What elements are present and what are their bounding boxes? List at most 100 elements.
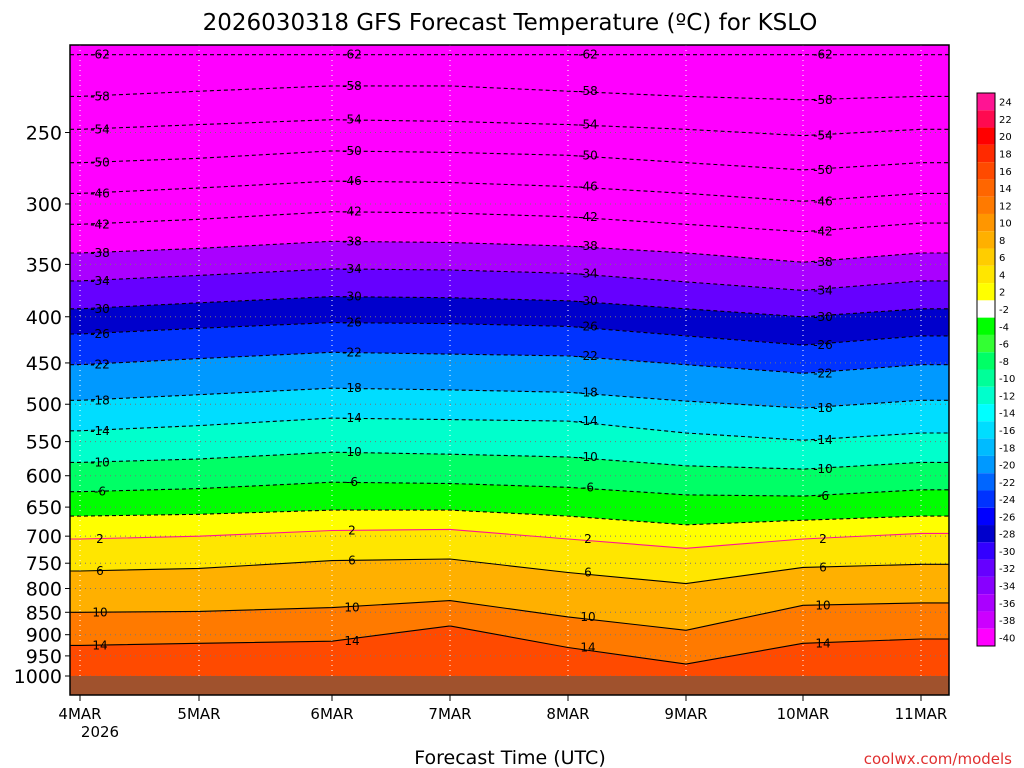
isotherm-label: 2 xyxy=(819,532,827,546)
x-tick-label: 7MAR xyxy=(428,705,471,723)
isotherm-label: -46 xyxy=(578,180,598,194)
isotherm-line xyxy=(70,85,949,101)
colorbar-label: -24 xyxy=(999,495,1015,506)
isotherm-line xyxy=(70,558,949,585)
y-tick-label: 950 xyxy=(26,646,62,668)
x-tick-label: 4MAR xyxy=(58,705,101,723)
temperature-band xyxy=(70,296,949,346)
isotherm-label: -58 xyxy=(813,93,833,107)
colorbar-swatch xyxy=(977,386,995,405)
isotherm-line xyxy=(70,481,949,497)
isotherm-label: 10 xyxy=(815,598,830,612)
isotherm-label: -34 xyxy=(813,283,833,297)
isotherm-label: -50 xyxy=(90,156,110,170)
isotherm-label: -18 xyxy=(813,401,833,415)
colorbar-label: -20 xyxy=(999,461,1015,472)
x-tick-label: 8MAR xyxy=(546,705,589,723)
temperature-band xyxy=(70,119,949,170)
colorbar-label: 8 xyxy=(999,236,1005,247)
colorbar-swatch xyxy=(977,110,995,128)
colorbar-swatch xyxy=(977,248,995,266)
colorbar-swatch xyxy=(977,421,995,439)
isotherm-label: -22 xyxy=(342,345,362,359)
colorbar-label: 12 xyxy=(999,201,1012,212)
colorbar-swatch xyxy=(977,283,995,301)
isotherm-label: -34 xyxy=(578,266,598,280)
chart-title: 2026030318 GFS Forecast Temperature (ºC)… xyxy=(203,10,818,36)
isotherm-label: -30 xyxy=(578,294,598,308)
colorbar-swatch xyxy=(977,559,995,577)
temperature-band xyxy=(70,510,949,549)
colorbar-swatch xyxy=(977,179,995,197)
isotherm-label: -54 xyxy=(813,129,833,143)
isotherm-label: -58 xyxy=(342,79,362,93)
temperature-band xyxy=(70,482,949,525)
isotherm-label: -18 xyxy=(578,385,598,399)
y-tick-label: 400 xyxy=(26,307,62,329)
isotherm-label: -62 xyxy=(578,48,598,62)
isotherm-label: -62 xyxy=(90,48,110,62)
temperature-band xyxy=(70,85,949,136)
colorbar-swatch xyxy=(977,507,995,526)
colorbar-label: -18 xyxy=(999,443,1015,454)
isotherm-label: -22 xyxy=(578,349,598,363)
isotherm-label: 6 xyxy=(584,566,592,580)
y-tick-label: 350 xyxy=(26,254,62,276)
isotherm-label: -50 xyxy=(342,144,362,158)
temperature-band xyxy=(70,418,949,470)
colorbar-label: 14 xyxy=(999,184,1012,195)
isotherm-line xyxy=(70,268,949,291)
colorbar-swatch xyxy=(977,127,995,145)
isotherm-label: -46 xyxy=(90,186,110,200)
y-tick-label: 850 xyxy=(26,602,62,624)
y-tick-label: 250 xyxy=(26,122,62,144)
isotherm-label: -10 xyxy=(578,450,598,464)
colorbar-label: 10 xyxy=(999,219,1012,230)
isotherm-label: -14 xyxy=(342,411,362,425)
isotherm-line xyxy=(70,322,949,346)
isotherm-label: 14 xyxy=(580,641,595,655)
isotherm-label: -26 xyxy=(90,327,110,341)
isotherm-label: -14 xyxy=(578,414,598,428)
colorbar-label: -12 xyxy=(999,391,1015,402)
y-tick-label: 800 xyxy=(26,579,62,601)
colorbar-swatch xyxy=(977,196,995,214)
isotherm-label: 6 xyxy=(96,564,104,578)
colorbar-swatch xyxy=(977,525,995,543)
colorbar-label: 16 xyxy=(999,167,1012,178)
x-axis-label: Forecast Time (UTC) xyxy=(414,747,605,768)
temperature-band xyxy=(70,241,949,291)
isotherm-label: -30 xyxy=(813,310,833,324)
isotherm-line xyxy=(70,296,949,318)
colorbar-swatch xyxy=(977,576,995,595)
isotherm-label: -38 xyxy=(578,239,598,253)
isotherm-label: 14 xyxy=(815,636,830,650)
colorbar-swatch xyxy=(977,317,995,335)
colorbar-label: -10 xyxy=(999,374,1015,385)
colorbar-swatch xyxy=(977,611,995,629)
isotherm-label: -22 xyxy=(90,358,110,372)
isotherm-label: -34 xyxy=(342,262,362,276)
isotherm-label: 6 xyxy=(819,560,827,574)
colorbar-swatch xyxy=(977,490,995,508)
isotherm-label: -54 xyxy=(342,113,362,127)
isotherm-line xyxy=(70,387,949,409)
isotherm-label: -58 xyxy=(578,84,598,98)
isotherm-label: -6 xyxy=(817,489,829,503)
colorbar: 24 22 20 18 16 14 12 10 8 6 4 2 -2 -4 -6 -8 -10 -12 -14 -16… xyxy=(976,92,1015,647)
isotherm-label: -6 xyxy=(346,475,358,489)
isotherm-label: -10 xyxy=(342,445,362,459)
isotherm-label: 10 xyxy=(92,605,107,619)
colorbar-swatch xyxy=(977,334,995,353)
temperature-band xyxy=(70,625,949,676)
isotherm-label: -18 xyxy=(90,393,110,407)
isotherm-line xyxy=(70,119,949,137)
colorbar-label: -4 xyxy=(999,322,1009,333)
colorbar-swatch xyxy=(977,265,995,284)
isotherm-label: 10 xyxy=(344,601,359,615)
colorbar-swatch xyxy=(977,542,995,560)
y-tick-label: 500 xyxy=(26,394,62,416)
colorbar-label: -8 xyxy=(999,357,1009,368)
isotherm-label: -50 xyxy=(578,148,598,162)
